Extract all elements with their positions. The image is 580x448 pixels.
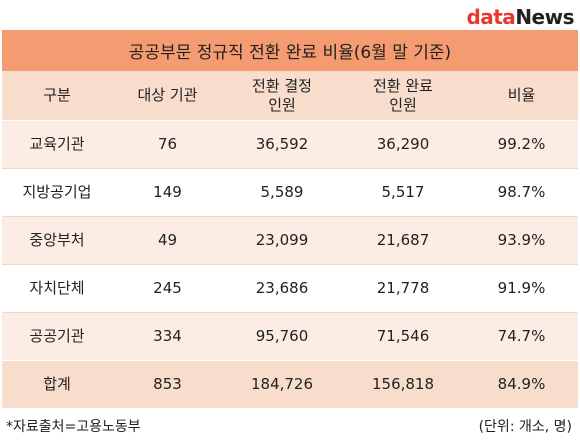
header-row: 구분 대상 기관 전환 결정 인원 전환 완료 인원 비율 — [2, 71, 578, 121]
table-cell: 76 — [112, 120, 223, 169]
table-cell: 36,290 — [341, 120, 465, 169]
column-header: 전환 완료 인원 — [341, 71, 465, 121]
datanews-logo: data News — [466, 3, 574, 29]
table-cell: 21,778 — [341, 264, 465, 313]
unit-note: (단위: 개소, 명) — [478, 419, 572, 435]
table-cell: 95,760 — [223, 312, 341, 361]
table-cell: 5,589 — [223, 168, 341, 217]
data-table: 구분 대상 기관 전환 결정 인원 전환 완료 인원 비율 교육기관 76 36,592 36,29… — [2, 71, 578, 408]
table-cell: 23,686 — [223, 264, 341, 313]
table-cell: 71,546 — [341, 312, 465, 361]
total-row: 합계 853 184,726 156,818 84.9% — [2, 360, 578, 408]
table-cell: 5,517 — [341, 168, 465, 217]
table-cell: 99.2% — [465, 120, 578, 169]
logo-text-data: data — [466, 5, 516, 29]
table-row: 중앙부처 49 23,099 21,687 93.9% — [2, 216, 578, 265]
logo-text-news: News — [515, 5, 574, 29]
total-cell: 184,726 — [223, 360, 341, 408]
table-cell: 23,099 — [223, 216, 341, 265]
table-cell: 74.7% — [465, 312, 578, 361]
column-header: 비율 — [465, 71, 578, 121]
total-cell: 156,818 — [341, 360, 465, 408]
table-cell: 334 — [112, 312, 223, 361]
table-row: 공공기관 334 95,760 71,546 74.7% — [2, 312, 578, 361]
table-cell: 149 — [112, 168, 223, 217]
table-cell: 21,687 — [341, 216, 465, 265]
table-body: 구분 대상 기관 전환 결정 인원 전환 완료 인원 비율 교육기관 76 36,592 36,29… — [2, 71, 578, 408]
total-cell: 84.9% — [465, 360, 578, 408]
table-row: 지방공기업 149 5,589 5,517 98.7% — [2, 168, 578, 217]
table-cell: 91.9% — [465, 264, 578, 313]
column-header: 구분 — [2, 71, 112, 121]
table-row: 교육기관 76 36,592 36,290 99.2% — [2, 120, 578, 169]
table-cell: 중앙부처 — [2, 216, 112, 265]
table-cell: 49 — [112, 216, 223, 265]
column-header: 대상 기관 — [112, 71, 223, 121]
table-cell: 지방공기업 — [2, 168, 112, 217]
table-cell: 교육기관 — [2, 120, 112, 169]
table-cell: 36,592 — [223, 120, 341, 169]
table-cell: 자치단체 — [2, 264, 112, 313]
column-header: 전환 결정 인원 — [223, 71, 341, 121]
table-title: 공공부문 정규직 전환 완료 비율(6월 말 기준) — [2, 30, 578, 71]
source-note: *자료출처=고용노동부 — [6, 419, 141, 435]
table-cell: 98.7% — [465, 168, 578, 217]
total-cell: 853 — [112, 360, 223, 408]
total-cell: 합계 — [2, 360, 112, 408]
table-cell: 245 — [112, 264, 223, 313]
table-row: 자치단체 245 23,686 21,778 91.9% — [2, 264, 578, 313]
table-cell: 공공기관 — [2, 312, 112, 361]
table-cell: 93.9% — [465, 216, 578, 265]
